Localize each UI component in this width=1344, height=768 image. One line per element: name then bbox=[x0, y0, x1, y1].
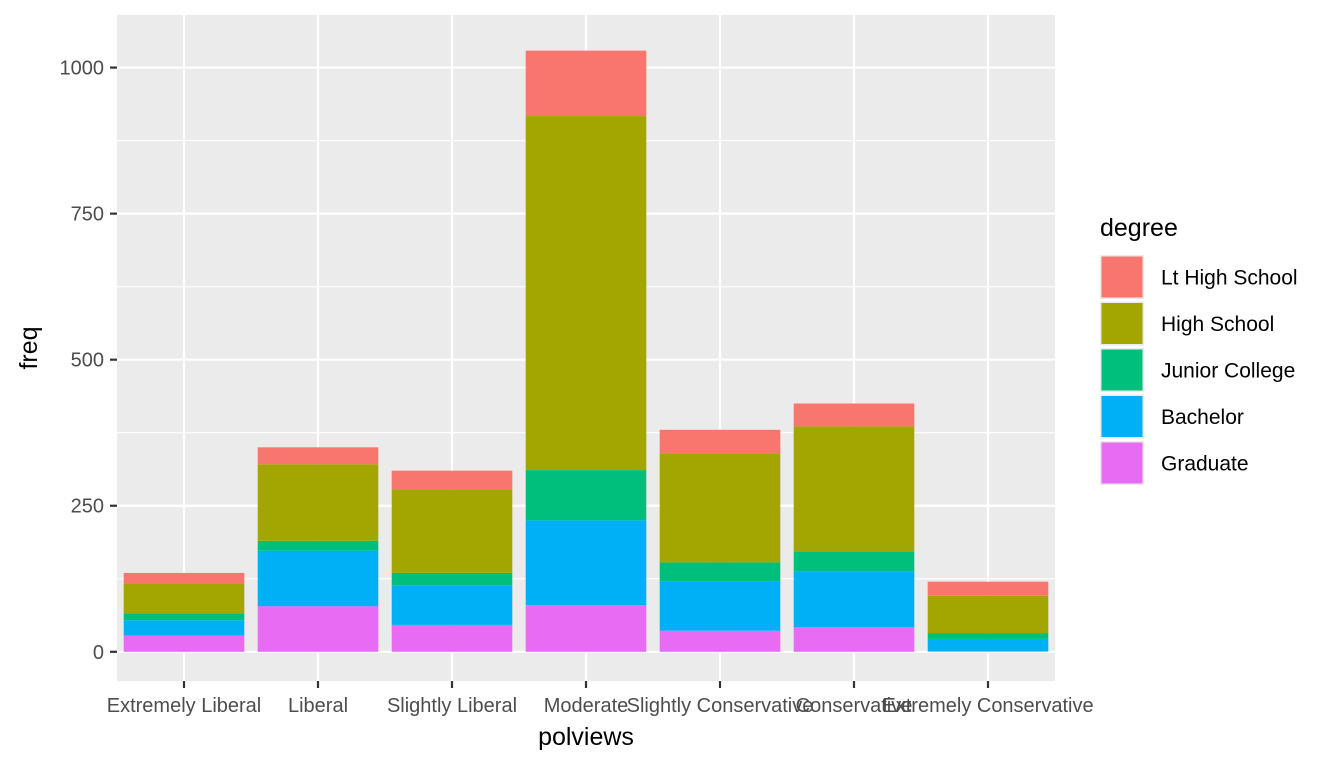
bar-segment bbox=[793, 627, 915, 652]
bar-segment bbox=[391, 585, 513, 625]
bar-segment bbox=[257, 550, 379, 607]
bar-segment bbox=[257, 464, 379, 541]
bar-segment bbox=[123, 572, 245, 585]
y-tick-label: 0 bbox=[93, 642, 104, 664]
bar-segment bbox=[927, 638, 1049, 652]
bar-segment bbox=[927, 581, 1049, 596]
bar-segment bbox=[659, 429, 781, 454]
bar-segment bbox=[927, 633, 1049, 639]
bar-segment bbox=[793, 403, 915, 427]
bar-segment bbox=[793, 571, 915, 628]
x-tick-label: Slightly Conservative bbox=[627, 695, 814, 717]
bar-segment bbox=[123, 584, 245, 614]
bar-segment bbox=[927, 595, 1049, 634]
bar-segment bbox=[793, 426, 915, 552]
y-tick-label: 250 bbox=[71, 496, 104, 518]
bar-segment bbox=[391, 572, 513, 586]
legend-keys: Lt High School High School Junior College B… bbox=[1100, 255, 1298, 485]
y-tick-label: 1000 bbox=[60, 58, 105, 80]
legend-key-swatch bbox=[1101, 256, 1143, 298]
legend-key-swatch bbox=[1101, 396, 1143, 437]
bar-segment bbox=[659, 453, 781, 563]
legend-key-swatch bbox=[1101, 442, 1143, 484]
legend-label: Junior College bbox=[1161, 360, 1295, 383]
legend-key-swatch bbox=[1101, 349, 1143, 391]
legend: degree Lt High School High School Junior C… bbox=[1100, 214, 1298, 485]
legend-title: degree bbox=[1100, 214, 1178, 242]
y-tick-label: 500 bbox=[71, 350, 104, 372]
legend-key-swatch bbox=[1101, 303, 1143, 344]
x-tick-label: Liberal bbox=[288, 695, 348, 717]
x-axis: Extremely Liberal Liberal Slightly Liberal… bbox=[107, 681, 1094, 717]
legend-label: Graduate bbox=[1161, 453, 1249, 476]
bar-segment bbox=[525, 520, 647, 606]
bar-segment bbox=[123, 613, 245, 621]
bar-segment bbox=[257, 606, 379, 652]
bar-stacks bbox=[123, 50, 1049, 652]
x-tick-label: Conservative bbox=[796, 695, 913, 717]
bar-segment bbox=[659, 562, 781, 582]
x-tick-label: Slightly Liberal bbox=[387, 695, 517, 717]
y-axis-title: freq bbox=[15, 326, 43, 369]
bar-segment bbox=[391, 489, 513, 573]
legend-label: Bachelor bbox=[1161, 406, 1244, 429]
bar-segment bbox=[123, 635, 245, 652]
x-tick-label: Extremely Liberal bbox=[107, 695, 262, 717]
bar-segment bbox=[525, 116, 647, 471]
bar-segment bbox=[391, 624, 513, 652]
x-axis-title: polviews bbox=[538, 723, 634, 751]
bar-segment bbox=[659, 630, 781, 652]
bar-segment bbox=[257, 540, 379, 551]
bar-segment bbox=[257, 447, 379, 465]
bar-segment bbox=[659, 581, 781, 631]
bar-segment bbox=[525, 470, 647, 521]
bar-segment bbox=[525, 50, 647, 117]
legend-label: High School bbox=[1161, 313, 1274, 336]
y-tick-label: 750 bbox=[71, 204, 104, 226]
bar-segment bbox=[793, 551, 915, 572]
y-axis: 0 250 500 750 1000 bbox=[60, 58, 117, 664]
bar-segment bbox=[927, 651, 1049, 652]
x-tick-label: Extremely Conservative bbox=[882, 695, 1093, 717]
bar-segment bbox=[391, 470, 513, 490]
bar-segment bbox=[525, 605, 647, 652]
x-tick-label: Moderate bbox=[544, 695, 629, 717]
legend-label: Lt High School bbox=[1161, 267, 1298, 290]
bar-segment bbox=[123, 620, 245, 636]
